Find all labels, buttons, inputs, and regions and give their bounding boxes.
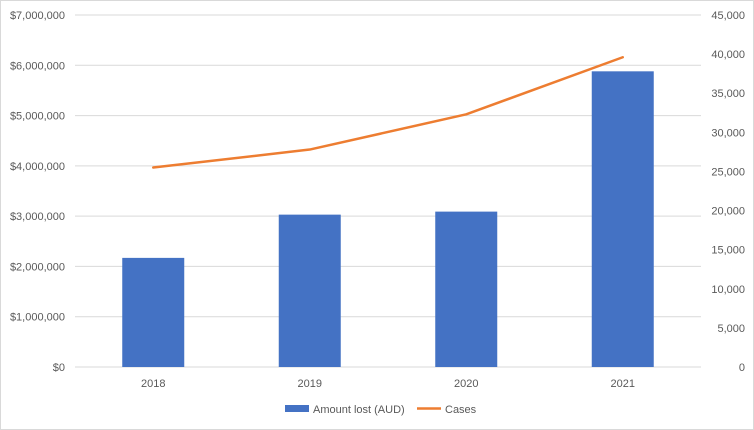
bar-amount-lost-2020 bbox=[435, 211, 498, 367]
right-axis-tick-label: 15,000 bbox=[711, 245, 745, 257]
right-axis-tick-label: 45,000 bbox=[711, 10, 745, 22]
right-axis-tick-label: 20,000 bbox=[711, 206, 745, 218]
line-series bbox=[152, 55, 624, 169]
bar-amount-lost-2021 bbox=[591, 71, 654, 367]
bar-amount-lost-2019 bbox=[278, 214, 341, 367]
legend: Amount lost (AUD) Cases bbox=[285, 404, 477, 416]
right-axis-ticks: 0 5,000 10,000 15,000 20,000 25,000 30,000 35,0… bbox=[711, 10, 745, 374]
bar-series bbox=[122, 71, 654, 367]
right-axis-tick-label: 0 bbox=[739, 362, 745, 374]
right-axis-tick-label: 5,000 bbox=[717, 323, 745, 335]
legend-label-amount-lost: Amount lost (AUD) bbox=[313, 404, 405, 416]
left-axis-tick-label: $1,000,000 bbox=[10, 312, 65, 324]
left-axis-tick-label: $4,000,000 bbox=[10, 161, 65, 173]
left-axis-tick-label: $3,000,000 bbox=[10, 211, 65, 223]
legend-swatch-amount-lost bbox=[285, 405, 309, 412]
legend-label-cases: Cases bbox=[445, 404, 477, 416]
right-axis-tick-label: 35,000 bbox=[711, 88, 745, 100]
right-axis-tick-label: 25,000 bbox=[711, 166, 745, 178]
right-axis-tick-label: 40,000 bbox=[711, 49, 745, 61]
bar-amount-lost-2018 bbox=[122, 257, 185, 367]
left-axis-tick-label: $5,000,000 bbox=[10, 111, 65, 123]
left-axis-tick-label: $2,000,000 bbox=[10, 261, 65, 273]
left-axis-tick-label: $7,000,000 bbox=[10, 10, 65, 22]
left-axis-ticks: $0 $1,000,000 $2,000,000 $3,000,000 $4,000,0… bbox=[10, 10, 65, 374]
left-axis-tick-label: $0 bbox=[53, 362, 65, 374]
right-axis-tick-label: 10,000 bbox=[711, 284, 745, 296]
x-axis-tick-label: 2021 bbox=[611, 378, 635, 390]
x-axis-tick-label: 2019 bbox=[298, 378, 322, 390]
right-axis-tick-label: 30,000 bbox=[711, 127, 745, 139]
x-axis-tick-label: 2018 bbox=[141, 378, 165, 390]
line-cases bbox=[152, 55, 624, 169]
x-axis-ticks: 2018 2019 2020 2021 bbox=[141, 378, 635, 390]
left-axis-tick-label: $6,000,000 bbox=[10, 60, 65, 72]
x-axis-tick-label: 2020 bbox=[454, 378, 478, 390]
